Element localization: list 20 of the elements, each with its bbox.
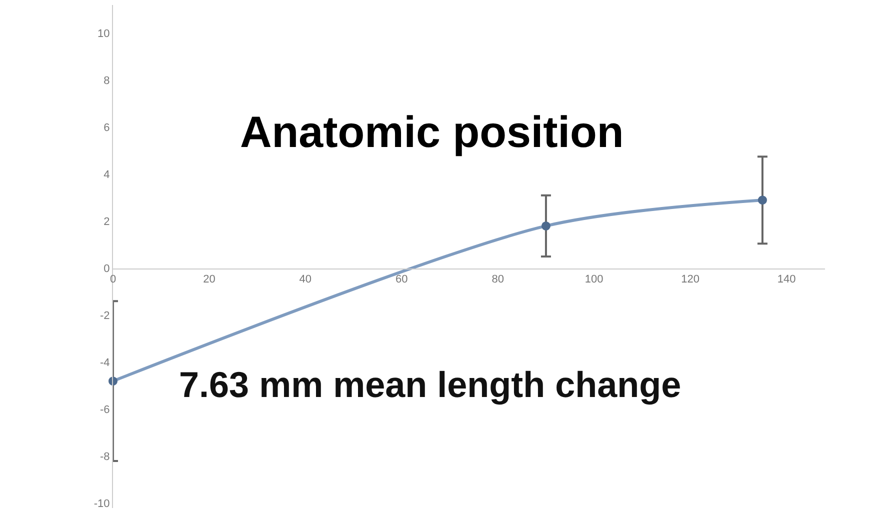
y-tick-label: -8 (100, 451, 110, 464)
x-tick-label: 140 (777, 273, 796, 286)
y-tick-label: 2 (104, 216, 110, 228)
y-tick-label: 8 (104, 75, 110, 88)
x-tick-label: 80 (492, 273, 504, 286)
x-tick-label: 20 (203, 273, 216, 286)
y-tick-label: -4 (100, 357, 110, 370)
y-tick-label: 6 (104, 122, 110, 134)
y-tick-label: -2 (100, 310, 110, 322)
text: Anatomic position (240, 108, 624, 157)
y-tick-label: 0 (104, 263, 110, 276)
annotation: 7.63 mm mean length change (179, 364, 682, 405)
y-tick-label: 10 (98, 28, 110, 40)
y-tick-label: -10 (94, 498, 110, 510)
x-tick-label: 100 (584, 273, 604, 286)
x-tick-label: 40 (299, 273, 312, 286)
y-tick-label: -6 (100, 404, 110, 416)
x-tick-label: 60 (396, 273, 408, 286)
x-tick-label: 120 (681, 273, 700, 286)
y-tick-label: 4 (104, 169, 110, 182)
